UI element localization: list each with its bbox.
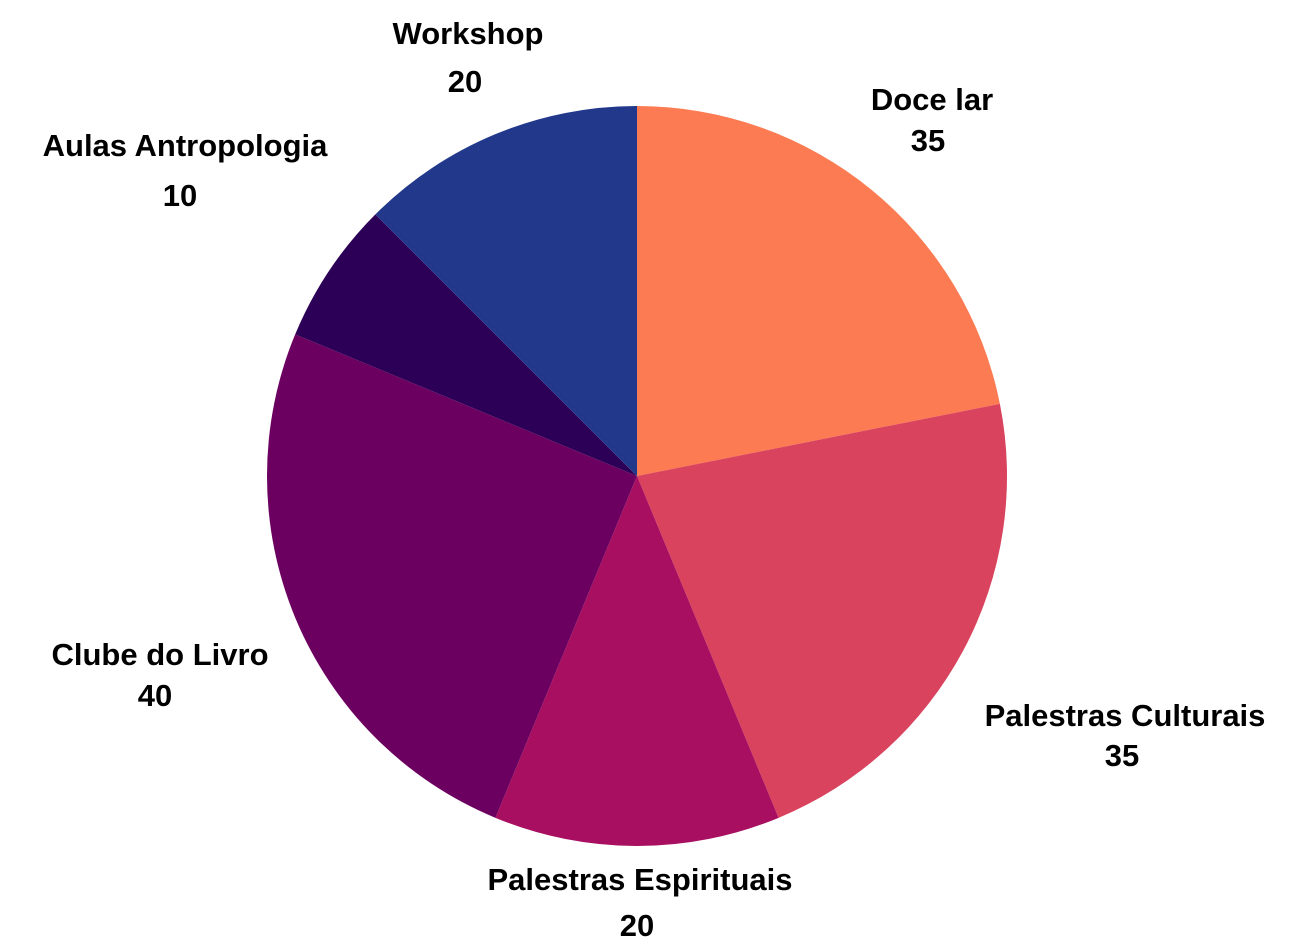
slice-label: Palestras Culturais xyxy=(985,698,1266,733)
slice-label: Workshop xyxy=(393,16,544,51)
slice-label: Clube do Livro xyxy=(52,637,269,672)
pie-slice xyxy=(295,214,637,476)
pie-slice xyxy=(637,403,1008,818)
slice-value: 35 xyxy=(1105,738,1139,773)
slice-label: Doce lar xyxy=(871,82,993,117)
pie-slice xyxy=(375,106,637,476)
slice-value: 20 xyxy=(620,908,654,941)
pie-slice xyxy=(266,334,637,818)
pie-slice xyxy=(637,106,1000,476)
slice-value: 40 xyxy=(138,678,172,713)
slice-value: 20 xyxy=(448,64,482,99)
pie-slice xyxy=(495,476,779,847)
slice-value: 10 xyxy=(163,178,197,213)
slice-value: 35 xyxy=(911,123,945,158)
slice-label: Palestras Espirituais xyxy=(488,862,793,897)
slice-label: Aulas Antropologia xyxy=(43,128,328,163)
